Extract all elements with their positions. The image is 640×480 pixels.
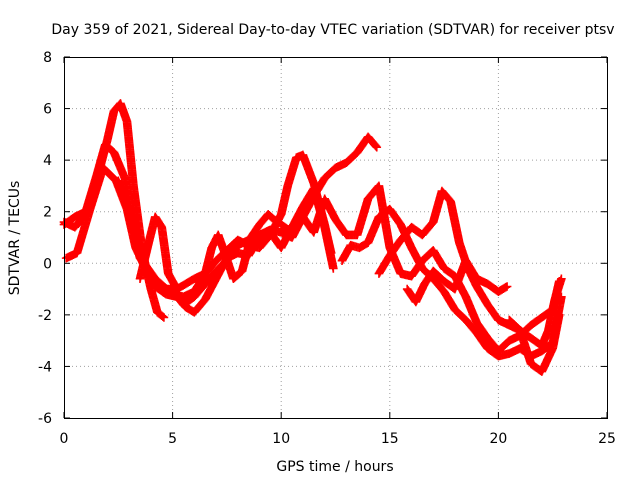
series-track-9	[402, 256, 512, 307]
grid	[64, 57, 607, 418]
x-tick-label: 10	[272, 431, 290, 447]
chart-title: Day 359 of 2021, Sidereal Day-to-day VTE…	[51, 22, 614, 38]
data-point	[272, 217, 282, 227]
series-track-1	[59, 99, 169, 322]
data-point	[329, 264, 338, 273]
series-track-5	[135, 209, 282, 294]
data-point	[554, 310, 564, 320]
data-point	[371, 141, 381, 151]
y-tick-label: -6	[38, 411, 52, 427]
data-points	[59, 99, 566, 376]
data-point	[159, 313, 169, 322]
y-axis-label: SDTVAR / TECUs	[7, 181, 23, 296]
x-tick-label: 5	[168, 431, 177, 447]
x-tick-label: 20	[489, 431, 507, 447]
y-tick-label: 6	[43, 102, 52, 118]
y-tick-label: -2	[38, 308, 52, 324]
data-point	[158, 312, 168, 321]
x-tick-label: 0	[60, 431, 69, 447]
data-point	[271, 216, 281, 226]
y-tick-label: 2	[43, 205, 52, 221]
x-tick-label: 15	[381, 431, 399, 447]
y-tick-label: 8	[43, 50, 52, 66]
y-tick-label: 0	[43, 256, 52, 272]
series-track-10	[504, 274, 566, 351]
axis-ticks: 0 5 10 15 20 25 -6 -4 -2 0 2 4 6 8	[38, 50, 616, 447]
plot-frame	[64, 57, 608, 419]
x-axis-label: GPS time / hours	[276, 459, 393, 475]
y-tick-label: 4	[43, 153, 52, 169]
y-tick-label: -4	[38, 359, 52, 375]
data-point	[502, 282, 512, 291]
x-tick-label: 25	[598, 431, 616, 447]
data-point	[557, 274, 566, 284]
data-point	[372, 142, 382, 152]
series-track-7	[337, 204, 566, 361]
series-track-8	[374, 186, 564, 376]
